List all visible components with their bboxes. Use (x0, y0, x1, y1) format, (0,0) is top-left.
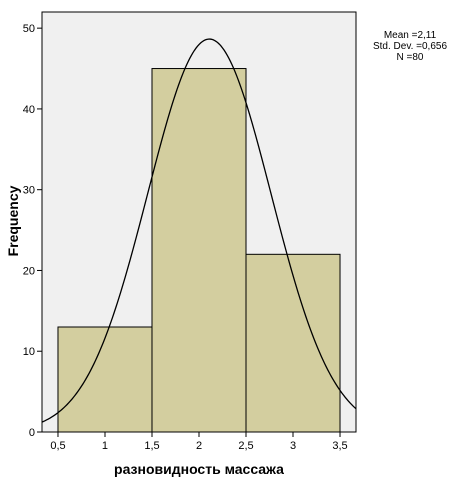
y-tick-label: 50 (23, 23, 35, 35)
x-tick-label: 3 (290, 440, 296, 452)
x-tick-label: 1,5 (144, 440, 159, 452)
mean-stat: Mean =2,11 (383, 30, 437, 41)
y-axis-label: Frequency (5, 185, 21, 256)
y-tick-label: 10 (23, 346, 35, 358)
x-tick-label: 3,5 (332, 440, 347, 452)
x-tick-label: 2,5 (238, 440, 253, 452)
x-tick-label: 1 (102, 440, 108, 452)
y-tick-label: 40 (23, 104, 35, 116)
stats-legend: Mean =2,11 Std. Dev. =0,656 N =80 (362, 30, 458, 63)
y-tick-label: 20 (23, 265, 35, 277)
n-stat: N =80 (396, 52, 424, 63)
std-dev-stat: Std. Dev. =0,656 (372, 41, 448, 52)
y-tick-label: 0 (29, 427, 35, 439)
x-tick-label: 0,5 (50, 440, 65, 452)
y-tick-label: 30 (23, 185, 35, 197)
x-tick-label: 2 (196, 440, 202, 452)
histogram-bar-3 (245, 253, 341, 433)
normal-curve (41, 38, 357, 423)
x-axis-label: разновидность массажа (114, 461, 284, 477)
histogram-bar-2 (151, 68, 247, 433)
histogram-bar-1 (57, 326, 153, 433)
